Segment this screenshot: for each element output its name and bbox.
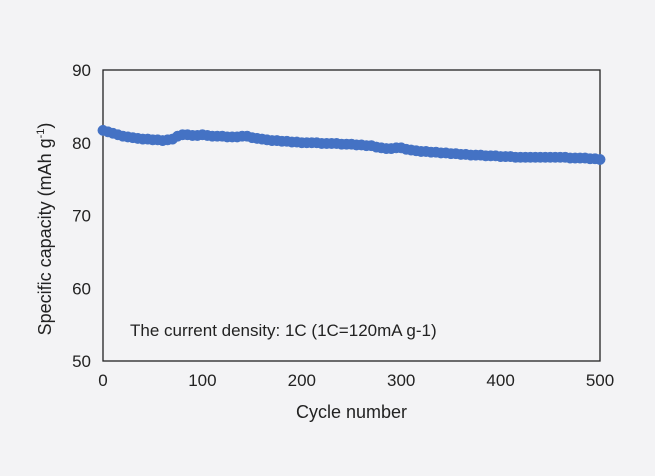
y-axis-label-superscript: -1 [35,129,47,139]
x-axis-ticks: 0 100 200 300 400 500 [98,371,614,390]
y-axis-label: Specific capacity (mAh g-1) [35,123,55,336]
x-tick-label: 300 [387,371,415,390]
x-tick-label: 0 [98,371,107,390]
current-density-annotation: The current density: 1C (1C=120mA g-1) [130,321,437,340]
y-tick-label: 80 [72,134,91,153]
y-tick-label: 70 [72,207,91,226]
plot-area [102,69,601,362]
x-axis-label: Cycle number [296,402,407,422]
y-tick-label: 60 [72,279,91,298]
x-tick-label: 200 [288,371,316,390]
data-point [594,154,606,165]
y-tick-label: 90 [72,61,91,80]
y-axis-label-main: Specific capacity (mAh g [35,138,55,335]
x-tick-label: 100 [188,371,216,390]
y-axis-ticks: 50 60 70 80 90 [72,61,91,371]
y-axis-label-close: ) [35,123,55,129]
data-series [97,124,606,165]
x-tick-label: 500 [586,371,614,390]
x-tick-label: 400 [486,371,514,390]
y-tick-label: 50 [72,352,91,371]
